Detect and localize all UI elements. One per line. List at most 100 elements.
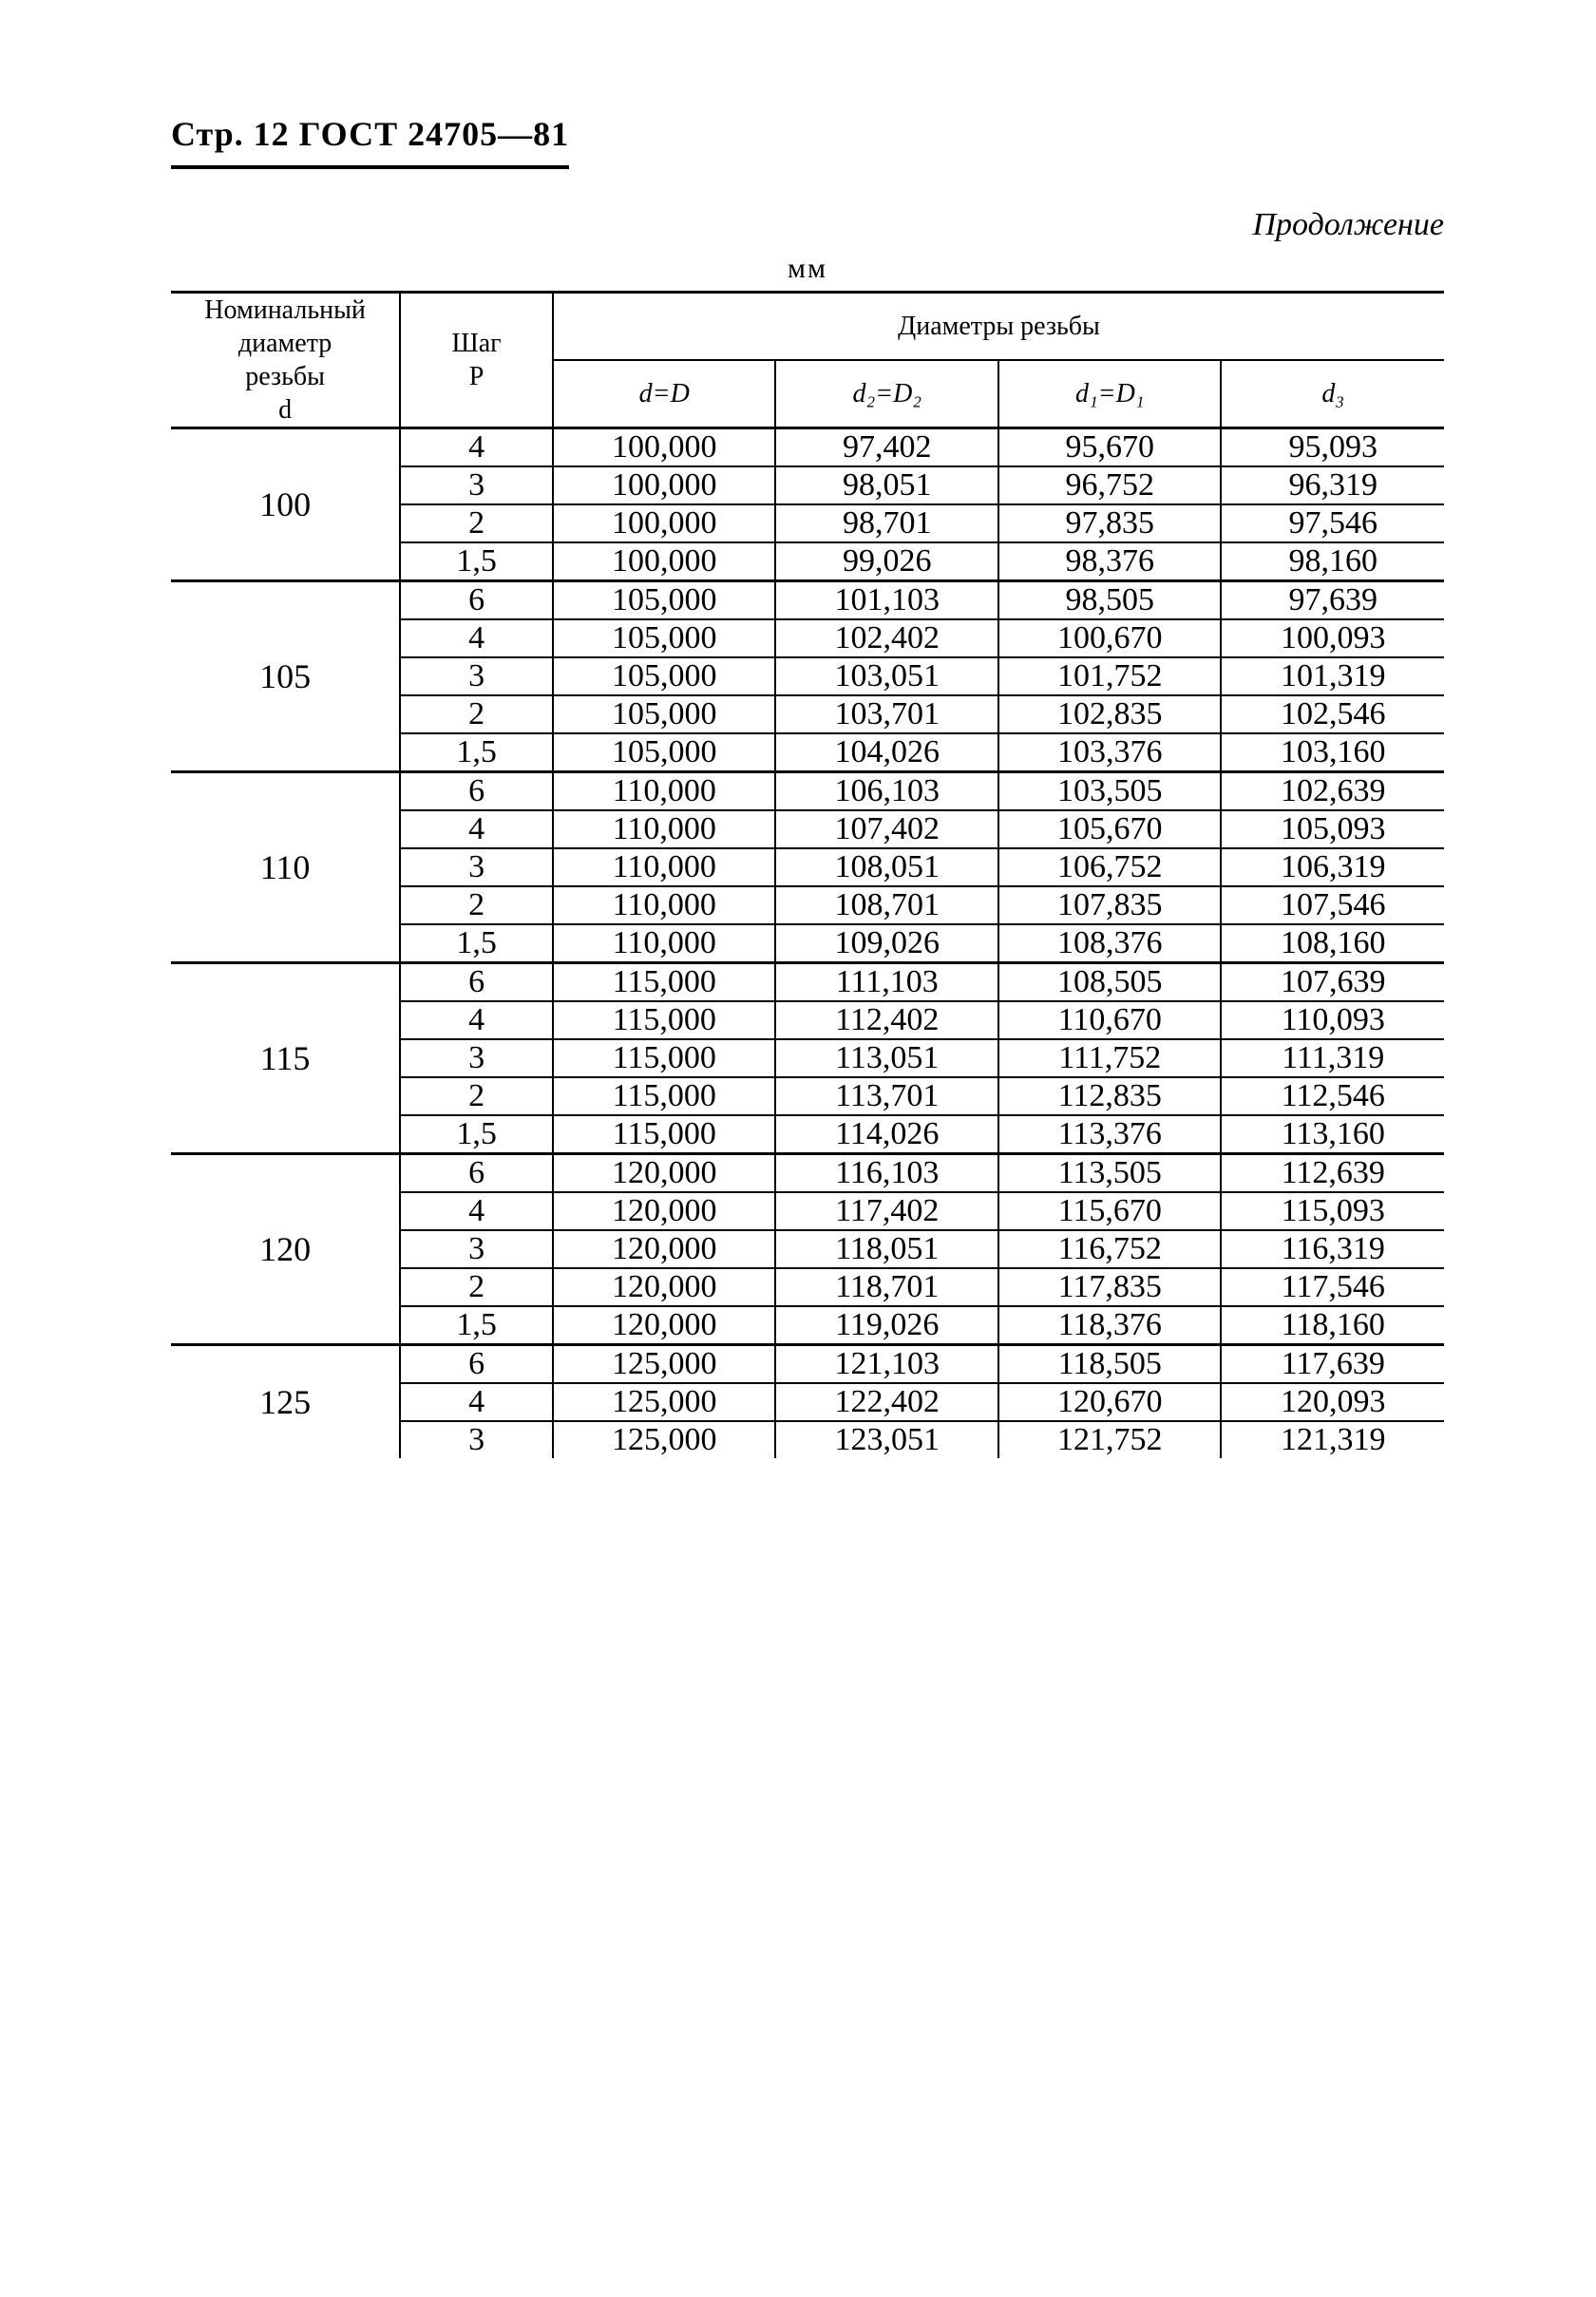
value-cell: 100,000: [553, 504, 776, 542]
value-cell: 118,505: [998, 1345, 1222, 1384]
table-row: 1106110,000106,103103,505102,639: [171, 772, 1444, 811]
value-cell: 117,835: [998, 1268, 1222, 1306]
pitch-cell: 6: [400, 1345, 553, 1384]
value-cell: 106,319: [1221, 848, 1444, 886]
value-cell: 102,835: [998, 695, 1222, 733]
value-cell: 110,000: [553, 924, 776, 963]
value-cell: 105,000: [553, 733, 776, 772]
value-cell: 95,093: [1221, 428, 1444, 467]
value-cell: 105,000: [553, 657, 776, 695]
value-cell: 103,376: [998, 733, 1222, 772]
value-cell: 103,505: [998, 772, 1222, 811]
value-cell: 103,160: [1221, 733, 1444, 772]
value-cell: 120,000: [553, 1306, 776, 1345]
value-cell: 118,701: [775, 1268, 998, 1306]
value-cell: 98,051: [775, 466, 998, 504]
value-cell: 119,026: [775, 1306, 998, 1345]
value-cell: 105,093: [1221, 810, 1444, 848]
value-cell: 118,051: [775, 1230, 998, 1268]
value-cell: 104,026: [775, 733, 998, 772]
pitch-cell: 4: [400, 1383, 553, 1421]
value-cell: 125,000: [553, 1383, 776, 1421]
value-cell: 108,376: [998, 924, 1222, 963]
nominal-diameter-cell: 125: [171, 1345, 400, 1459]
pitch-cell: 4: [400, 1001, 553, 1039]
pitch-cell: 2: [400, 695, 553, 733]
table-row: 1206120,000116,103113,505112,639: [171, 1154, 1444, 1193]
value-cell: 102,402: [775, 619, 998, 657]
table-row: 1156115,000111,103108,505107,639: [171, 963, 1444, 1002]
nominal-diameter-cell: 100: [171, 428, 400, 581]
value-cell: 117,639: [1221, 1345, 1444, 1384]
value-cell: 115,000: [553, 1115, 776, 1154]
col-header-diam-group: Диаметры резьбы: [553, 293, 1444, 361]
value-cell: 100,000: [553, 542, 776, 581]
nominal-diameter-cell: 115: [171, 963, 400, 1154]
page-header: Стр. 12 ГОСТ 24705—81: [171, 114, 569, 169]
value-cell: 95,670: [998, 428, 1222, 467]
table-row: 1056105,000101,10398,50597,639: [171, 581, 1444, 620]
value-cell: 120,000: [553, 1192, 776, 1230]
value-cell: 108,160: [1221, 924, 1444, 963]
value-cell: 110,000: [553, 810, 776, 848]
value-cell: 113,701: [775, 1077, 998, 1115]
col-header-pitch-text: Шаг P: [452, 327, 502, 393]
pitch-cell: 2: [400, 1268, 553, 1306]
pitch-cell: 2: [400, 1077, 553, 1115]
value-cell: 110,000: [553, 848, 776, 886]
pitch-cell: 6: [400, 581, 553, 620]
value-cell: 105,670: [998, 810, 1222, 848]
value-cell: 96,752: [998, 466, 1222, 504]
value-cell: 110,000: [553, 886, 776, 924]
pitch-cell: 3: [400, 466, 553, 504]
value-cell: 100,000: [553, 428, 776, 467]
value-cell: 102,546: [1221, 695, 1444, 733]
unit-label: мм: [171, 253, 1444, 285]
table-row: 1256125,000121,103118,505117,639: [171, 1345, 1444, 1384]
value-cell: 97,639: [1221, 581, 1444, 620]
pitch-cell: 1,5: [400, 1115, 553, 1154]
value-cell: 115,093: [1221, 1192, 1444, 1230]
value-cell: 120,000: [553, 1230, 776, 1268]
value-cell: 101,752: [998, 657, 1222, 695]
value-cell: 99,026: [775, 542, 998, 581]
value-cell: 97,835: [998, 504, 1222, 542]
value-cell: 112,639: [1221, 1154, 1444, 1193]
value-cell: 106,752: [998, 848, 1222, 886]
value-cell: 107,546: [1221, 886, 1444, 924]
value-cell: 101,103: [775, 581, 998, 620]
pitch-cell: 6: [400, 963, 553, 1002]
value-cell: 113,376: [998, 1115, 1222, 1154]
value-cell: 110,000: [553, 772, 776, 811]
value-cell: 108,051: [775, 848, 998, 886]
value-cell: 125,000: [553, 1421, 776, 1458]
col-header-d2: d₂=D₂: [775, 360, 998, 428]
pitch-cell: 3: [400, 1421, 553, 1458]
value-cell: 125,000: [553, 1345, 776, 1384]
value-cell: 100,670: [998, 619, 1222, 657]
col-header-pitch: Шаг P: [400, 293, 553, 428]
thread-dimensions-table: Номинальный диаметр резьбы d Шаг P Диаме…: [171, 291, 1444, 1458]
value-cell: 112,546: [1221, 1077, 1444, 1115]
value-cell: 111,752: [998, 1039, 1222, 1077]
pitch-cell: 2: [400, 504, 553, 542]
value-cell: 110,093: [1221, 1001, 1444, 1039]
value-cell: 98,505: [998, 581, 1222, 620]
nominal-diameter-cell: 110: [171, 772, 400, 963]
value-cell: 118,160: [1221, 1306, 1444, 1345]
value-cell: 117,402: [775, 1192, 998, 1230]
value-cell: 120,000: [553, 1154, 776, 1193]
pitch-cell: 1,5: [400, 542, 553, 581]
value-cell: 108,701: [775, 886, 998, 924]
value-cell: 111,319: [1221, 1039, 1444, 1077]
value-cell: 105,000: [553, 581, 776, 620]
value-cell: 121,752: [998, 1421, 1222, 1458]
value-cell: 97,546: [1221, 504, 1444, 542]
pitch-cell: 4: [400, 1192, 553, 1230]
value-cell: 105,000: [553, 619, 776, 657]
value-cell: 111,103: [775, 963, 998, 1002]
value-cell: 115,000: [553, 1077, 776, 1115]
value-cell: 116,319: [1221, 1230, 1444, 1268]
table-header: Номинальный диаметр резьбы d Шаг P Диаме…: [171, 293, 1444, 428]
nominal-diameter-cell: 105: [171, 581, 400, 772]
